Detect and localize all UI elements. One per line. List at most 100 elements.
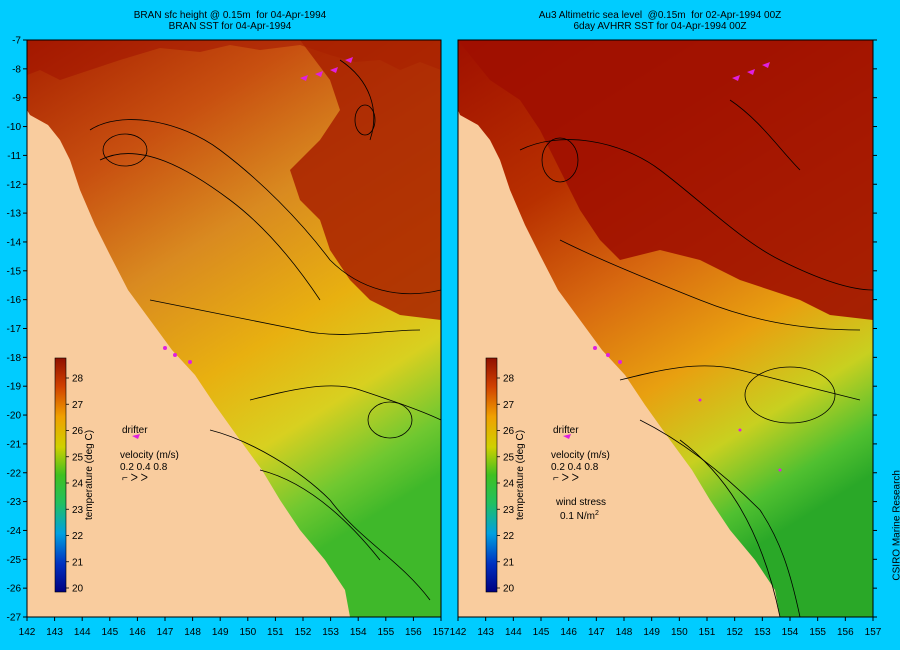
colorbar-tick-label: 21 (72, 557, 84, 568)
y-tick-label: -15 (7, 266, 22, 277)
colorbar-tick-label: 21 (503, 557, 515, 568)
colorbar-tick-label: 24 (72, 479, 84, 490)
x-tick-label: 142 (450, 627, 467, 638)
x-tick-label: 149 (643, 627, 660, 638)
right-panel-title: Au3 Altimetric sea level @0.15m for 02-A… (538, 10, 782, 32)
y-tick-label: -27 (7, 613, 22, 624)
wind-stress-label: wind stress (555, 497, 606, 508)
colorbar-tick-label: 20 (72, 584, 84, 595)
left-map (27, 40, 441, 617)
drifter-tracks (593, 62, 782, 472)
y-tick-label: -11 (7, 151, 21, 162)
sea-level-contours (519, 99, 873, 617)
x-tick-label: 143 (46, 627, 63, 638)
x-tick-label: 156 (837, 627, 854, 638)
x-tick-label: 152 (726, 627, 743, 638)
x-tick-label: 148 (184, 627, 201, 638)
y-tick-label: -24 (7, 526, 22, 537)
x-tick-label: 148 (616, 627, 633, 638)
y-tick-label: -22 (7, 468, 22, 479)
x-tick-label: 151 (699, 627, 716, 638)
colorbar-tick-label: 26 (503, 426, 515, 437)
y-tick-label: -26 (7, 584, 22, 595)
colorbar-tick-label: 23 (72, 505, 84, 516)
velocity-label: velocity (m/s) (551, 450, 610, 461)
colorbar-tick-label: 27 (503, 400, 515, 411)
colorbar-label: temperature (deg C) (84, 430, 95, 520)
x-tick-label: 155 (377, 627, 394, 638)
y-tick-label: -14 (7, 237, 22, 248)
y-tick-label: -17 (7, 324, 22, 335)
left-panel-title: BRAN sfc height @ 0.15m for 04-Apr-1994 … (133, 10, 327, 32)
drifter-marker (563, 434, 571, 439)
x-tick-label: 157 (865, 627, 882, 638)
y-tick-label: -7 (12, 36, 21, 47)
drifter-label: drifter (553, 425, 579, 436)
right-colorbar: 20 21 22 23 24 25 26 27 28 temperature (deg C) (485, 357, 526, 595)
x-tick-label: 149 (212, 627, 229, 638)
x-tick-label: 145 (533, 627, 550, 638)
x-tick-label: 152 (295, 627, 312, 638)
left-colorbar: 20 21 22 23 24 25 26 27 28 temperature (deg C) (54, 357, 95, 595)
x-tick-label: 146 (129, 627, 146, 638)
colorbar-tick-label: 28 (72, 374, 84, 385)
y-tick-label: -25 (7, 555, 22, 566)
warm-pool (458, 40, 873, 320)
sea-level-contours (89, 59, 441, 601)
colorbar-tick-label: 22 (503, 531, 515, 542)
y-tick-label: -13 (7, 209, 22, 220)
credit-text: CSIRO Marine Research (892, 470, 900, 581)
x-tick-label: 155 (809, 627, 826, 638)
y-tick-label: -19 (7, 382, 22, 393)
velocity-values: 0.2 0.4 0.8 (551, 462, 599, 473)
x-axis: 142 143 144 145 146 147 148 149 150 151 152 153 154 1… (19, 617, 882, 638)
drifter-tracks (163, 57, 353, 364)
colorbar-tick-label: 25 (72, 452, 84, 463)
x-tick-label: 154 (782, 627, 799, 638)
y-tick-label: -21 (7, 439, 22, 450)
x-tick-label: 144 (74, 627, 91, 638)
colorbar-tick-label: 23 (503, 505, 515, 516)
colorbar-tick-label: 27 (72, 400, 84, 411)
y-axis: -7 -8 -9 -10 -11 -12 -13 -14 -15 -16 -17 -18 -19 -20 -… (7, 36, 877, 624)
x-tick-label: 143 (477, 627, 494, 638)
x-tick-label: 150 (671, 627, 688, 638)
left-legend: drifter velocity (m/s) 0.2 0.4 0.8 ⌐ ᐳ ᐳ (120, 425, 179, 484)
drifter-label: drifter (122, 425, 148, 436)
y-tick-label: -23 (7, 497, 22, 508)
y-tick-label: -18 (7, 353, 22, 364)
velocity-arrows: ⌐ ᐳ ᐳ (122, 473, 148, 484)
colorbar-label: temperature (deg C) (515, 430, 526, 520)
velocity-arrows: ⌐ ᐳ ᐳ (553, 473, 579, 484)
x-tick-label: 147 (588, 627, 605, 638)
velocity-label: velocity (m/s) (120, 450, 179, 461)
y-tick-label: -8 (12, 64, 21, 75)
wind-stress-value: 0.1 N/m2 (560, 510, 599, 522)
x-tick-label: 145 (101, 627, 118, 638)
colorbar-tick-label: 25 (503, 452, 515, 463)
x-tick-label: 157 (433, 627, 450, 638)
x-tick-label: 151 (267, 627, 284, 638)
colorbar-tick-label: 26 (72, 426, 84, 437)
y-tick-label: -10 (7, 122, 22, 133)
x-tick-label: 154 (350, 627, 367, 638)
y-tick-label: -16 (7, 295, 22, 306)
x-tick-label: 146 (560, 627, 577, 638)
x-tick-label: 153 (322, 627, 339, 638)
y-tick-label: -12 (7, 180, 22, 191)
x-tick-label: 150 (239, 627, 256, 638)
colorbar-tick-label: 22 (72, 531, 84, 542)
colorbar-tick-label: 28 (503, 374, 515, 385)
right-map (458, 40, 873, 617)
velocity-values: 0.2 0.4 0.8 (120, 462, 168, 473)
x-tick-label: 144 (505, 627, 522, 638)
x-tick-label: 142 (19, 627, 36, 638)
x-tick-label: 156 (405, 627, 422, 638)
x-tick-label: 147 (157, 627, 174, 638)
colorbar-tick-label: 24 (503, 479, 515, 490)
colorbar-tick-label: 20 (503, 584, 515, 595)
right-legend: drifter velocity (m/s) 0.2 0.4 0.8 ⌐ ᐳ ᐳ… (551, 425, 610, 522)
drifter-marker (132, 434, 140, 439)
y-tick-label: -9 (12, 93, 21, 104)
